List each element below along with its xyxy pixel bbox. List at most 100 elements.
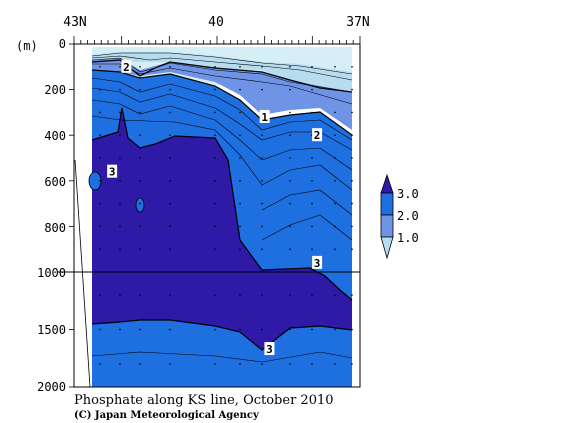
sampling-dot (99, 88, 101, 91)
sampling-dot (169, 88, 171, 91)
colorbar-segment-bottom (380, 236, 394, 260)
sampling-dot (311, 157, 313, 159)
y-tick-label-1500: 1500 (37, 323, 66, 337)
sampling-dot (169, 328, 171, 331)
sampling-dot (119, 328, 121, 331)
sampling-dot (239, 157, 241, 159)
sampling-dot (351, 248, 353, 250)
sampling-dot (214, 202, 216, 205)
sampling-dot (311, 294, 313, 296)
bottom-trace (74, 159, 91, 388)
sampling-dot (119, 180, 121, 182)
sampling-dot (239, 111, 241, 114)
sampling-dot (99, 225, 101, 228)
sampling-dot (99, 134, 101, 136)
sampling-dot (214, 88, 216, 91)
chart-credit: (C) Japan Meteorological Agency (74, 410, 260, 421)
sampling-dot (311, 328, 313, 331)
contour-label: 2 (121, 59, 132, 74)
sampling-dot (139, 294, 141, 296)
sampling-dot (261, 248, 263, 250)
sampling-dot (311, 202, 313, 205)
sampling-dot (139, 134, 141, 136)
contour-label: 2 (312, 128, 323, 142)
x-tick-label-37n: 37N (346, 15, 369, 30)
sampling-dot (99, 363, 101, 365)
sampling-dot (351, 111, 353, 114)
contour-label-text: 1 (261, 111, 268, 124)
y-axis-ticks (69, 43, 74, 388)
sampling-dot (289, 225, 291, 228)
sampling-dot (334, 157, 336, 159)
y-tick-label-2000: 2000 (37, 380, 66, 394)
sampling-dot (261, 225, 263, 228)
contour-label-box (107, 164, 118, 178)
sampling-dot (351, 225, 353, 228)
sampling-dot (351, 328, 353, 331)
sampling-dot (239, 66, 241, 68)
sampling-dot (214, 294, 216, 296)
sampling-dot (99, 180, 101, 182)
y-tick-label-1000: 1000 (37, 266, 66, 280)
sampling-dot (311, 180, 313, 182)
colorbar-segment-3 (380, 192, 394, 216)
sampling-dot (139, 225, 141, 228)
plot-area: 2 1 2 3 3 3 (58, 43, 361, 388)
sampling-dot (351, 180, 353, 182)
sampling-dot (334, 328, 336, 331)
sampling-dot (169, 66, 171, 68)
chart-title: Phosphate along KS line, October 2010 (74, 393, 334, 408)
sampling-dot (169, 134, 171, 136)
sampling-dot (119, 225, 121, 228)
sampling-dot (139, 328, 141, 331)
sampling-dot (311, 225, 313, 228)
sampling-dot (289, 328, 291, 331)
colorbar-label-3: 3.0 (397, 187, 419, 201)
sampling-dot (334, 88, 336, 91)
sampling-dot (351, 363, 353, 365)
sampling-dot (139, 202, 141, 205)
contour-label-text: 2 (314, 129, 321, 142)
sampling-dot (214, 134, 216, 136)
x-tick-label-43n: 43N (63, 15, 86, 30)
sampling-dot (334, 111, 336, 114)
contour-label-box (312, 128, 323, 142)
sampling-dot (239, 225, 241, 228)
sampling-dot (119, 157, 121, 159)
sampling-dot (334, 202, 336, 205)
sampling-dot (214, 111, 216, 114)
sampling-dot (334, 66, 336, 68)
sampling-dot (169, 363, 171, 365)
sampling-dot (334, 134, 336, 136)
sampling-dot (139, 88, 141, 91)
sampling-dot (289, 294, 291, 296)
sampling-dot (351, 66, 353, 68)
sampling-dot (351, 88, 353, 91)
colorbar: 3.0 2.0 1.0 (380, 173, 419, 260)
sampling-dot (261, 88, 263, 91)
y-tick-label-0: 0 (59, 37, 66, 51)
sampling-dot (169, 294, 171, 296)
sampling-dot (334, 225, 336, 228)
colorbar-segment-2 (380, 214, 394, 238)
sampling-dot (139, 111, 141, 114)
sampling-dot (351, 294, 353, 296)
contour-label: 3 (264, 342, 275, 356)
sampling-dot (139, 157, 141, 159)
sampling-dot (119, 363, 121, 365)
x-axis-ticks (73, 36, 361, 44)
contour-label-box (264, 342, 275, 356)
sampling-dot (99, 294, 101, 296)
sampling-dot (311, 88, 313, 91)
sampling-dot (99, 202, 101, 205)
sampling-dot (261, 180, 263, 182)
sampling-dot (289, 134, 291, 136)
sampling-dot (289, 157, 291, 159)
sampling-dot (139, 363, 141, 365)
contour-label-text: 3 (314, 257, 321, 270)
sampling-dot (261, 202, 263, 205)
sampling-dot (289, 66, 291, 68)
layer-light-cyan (92, 52, 352, 92)
sampling-dot (289, 180, 291, 182)
sampling-dot (99, 328, 101, 331)
